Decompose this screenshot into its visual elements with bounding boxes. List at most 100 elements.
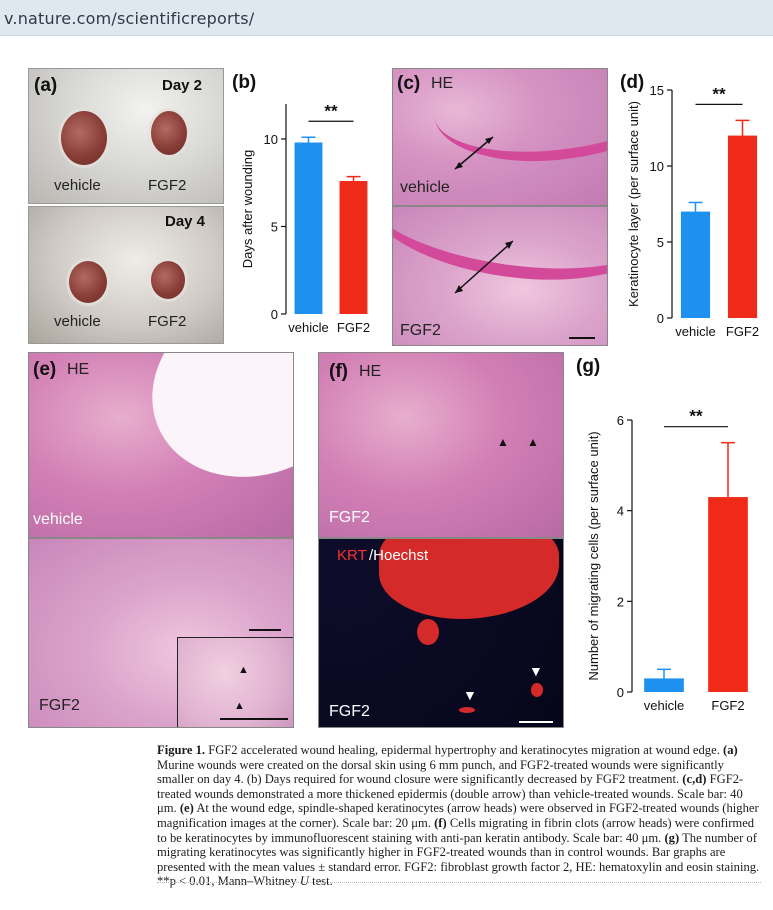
panel-e-fgf2-histology: FGF2 ▲ ▲ <box>28 538 294 728</box>
vehicle-label: vehicle <box>54 313 101 330</box>
scale-bar <box>569 337 595 339</box>
caption-text: Murine wounds were created on the dorsal… <box>157 757 724 787</box>
bar-vehicle <box>644 678 684 692</box>
caption-ref: (a) <box>723 743 738 757</box>
fgf2-wound-day2 <box>151 111 187 155</box>
panel-a-day2-photo: (a) Day 2 vehicle FGF2 <box>28 68 224 204</box>
figure-number: Figure 1. <box>157 743 206 757</box>
y-tick-label: 0 <box>271 307 278 322</box>
double-arrow-icon <box>454 136 494 170</box>
he-label: HE <box>67 361 90 378</box>
caption-italic: U <box>299 874 309 889</box>
chart-g: (g) 0 2 4 6 Number of migrating cells (per su… <box>576 356 748 713</box>
fgf2-wound-day4 <box>151 261 185 299</box>
he-label: HE <box>431 75 454 92</box>
significance-label: ** <box>712 84 726 103</box>
panel-c-fgf2-histology: FGF2 <box>392 206 608 346</box>
panel-f-immunofluorescence: KRT /Hoechst ▼ ▼ FGF2 <box>318 538 564 728</box>
arrow-head-icon: ▲ <box>234 700 245 712</box>
fgf2-label: FGF2 <box>329 703 370 720</box>
panel-c-label: (c) <box>397 73 421 94</box>
y-axis-label: Keratinocyte layer (per surface unit) <box>626 101 641 307</box>
y-tick-label: 0 <box>617 685 624 700</box>
panel-a-day4-photo: Day 4 vehicle FGF2 <box>28 206 224 344</box>
figure-caption: Figure 1. FGF2 accelerated wound healing… <box>157 743 761 889</box>
migrating-cell <box>531 683 543 697</box>
panel-label: (d) <box>620 72 644 93</box>
caption-text: FGF2 accelerated wound healing, epiderma… <box>208 743 720 757</box>
x-tick-label: FGF2 <box>726 324 759 339</box>
fgf2-label: FGF2 <box>400 322 441 339</box>
arrow-head-icon: ▲ <box>238 664 249 676</box>
y-axis-label: Number of migrating cells (per surface u… <box>586 431 601 680</box>
hoechst-label: /Hoechst <box>369 547 429 564</box>
caption-text: test. <box>312 874 333 889</box>
caption-text: FGF2-treated wounds demonstrated a more … <box>157 772 744 816</box>
x-tick-label: vehicle <box>675 324 715 339</box>
caption-ref: (e) <box>179 801 194 816</box>
x-tick-label: vehicle <box>288 320 328 335</box>
caption-text: The number of migrating keratinocytes wa… <box>157 830 760 889</box>
arrow-head-icon: ▲ <box>527 435 539 449</box>
caption-ref: (f) <box>434 815 447 830</box>
vehicle-label: vehicle <box>400 179 450 196</box>
bar-vehicle <box>680 211 711 318</box>
panel-f-fgf2-histology: (f) HE ▲ ▲ FGF2 <box>318 352 564 538</box>
scale-bar <box>519 721 553 723</box>
y-axis-label: Days after wounding <box>240 150 255 269</box>
y-tick-label: 0 <box>657 311 664 326</box>
chart-b: (b) 0 5 10 Days after wounding vehicle FGF2 ** <box>232 72 370 335</box>
arrow-head-icon: ▼ <box>463 687 477 703</box>
caption-ref: (g) <box>664 830 680 845</box>
caption-ref: (c,d) <box>682 772 707 787</box>
address-bar[interactable]: v.nature.com/scientificreports/ <box>0 0 773 36</box>
he-label: HE <box>359 363 382 380</box>
x-tick-label: vehicle <box>644 698 684 713</box>
url-text[interactable]: v.nature.com/scientificreports/ <box>4 9 255 28</box>
migrating-cell <box>459 707 475 713</box>
vehicle-wound-day4 <box>69 261 107 303</box>
y-tick-label: 2 <box>617 594 624 609</box>
bar-fgf2 <box>708 497 748 692</box>
caption-text: At the wound edge, spindle-shaped kerati… <box>157 801 759 830</box>
vehicle-wound-day2 <box>61 111 107 165</box>
scale-bar <box>220 718 288 720</box>
x-tick-label: FGF2 <box>711 698 744 713</box>
panel-f-label: (f) <box>329 361 348 382</box>
panel-label: (g) <box>576 356 600 377</box>
panel-e-vehicle-histology: (e) HE vehicle <box>28 352 294 538</box>
keratin-stain-region <box>417 619 439 645</box>
y-tick-label: 5 <box>271 220 278 235</box>
y-tick-label: 10 <box>264 132 278 147</box>
panel-label: (b) <box>232 72 256 93</box>
panel-a-label: (a) <box>34 75 58 96</box>
fgf2-label: FGF2 <box>329 509 370 526</box>
double-arrow-icon <box>454 240 514 294</box>
vehicle-label: vehicle <box>33 511 83 528</box>
chart-d: (d) 0 5 10 15 Keratinocyte layer (per surface… <box>620 72 759 339</box>
magnified-inset: ▲ ▲ <box>177 637 293 727</box>
arrow-head-icon: ▲ <box>497 435 509 449</box>
y-tick-label: 15 <box>650 83 664 98</box>
scale-bar <box>249 629 281 631</box>
panel-e-label: (e) <box>33 359 57 380</box>
divider <box>157 882 761 883</box>
arrow-head-icon: ▼ <box>529 663 543 679</box>
krt-label: KRT <box>337 547 367 564</box>
caption-text: Cells migrating in fibrin clots (arrow h… <box>157 815 755 845</box>
significance-label: ** <box>689 407 703 426</box>
y-tick-label: 10 <box>650 159 664 174</box>
bar-vehicle <box>294 142 323 314</box>
y-tick-label: 6 <box>617 413 624 428</box>
y-tick-label: 5 <box>657 235 664 250</box>
wound-space <box>121 353 293 512</box>
bar-fgf2 <box>339 181 368 314</box>
panel-c-vehicle-histology: (c) HE vehicle <box>392 68 608 206</box>
fgf2-label: FGF2 <box>39 697 80 714</box>
y-tick-label: 4 <box>617 504 624 519</box>
significance-label: ** <box>324 101 338 120</box>
day4-label: Day 4 <box>165 213 206 230</box>
bar-fgf2 <box>727 135 758 318</box>
fgf2-label: FGF2 <box>148 177 187 194</box>
fgf2-label: FGF2 <box>148 313 187 330</box>
